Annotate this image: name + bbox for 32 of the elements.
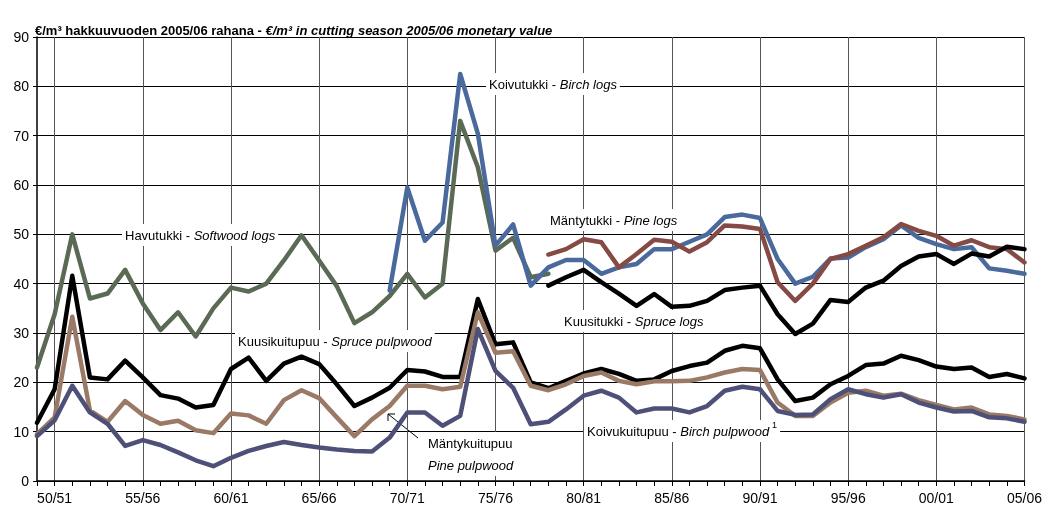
x-tick-label: 50/51 (37, 490, 73, 506)
x-tick-label: 60/61 (213, 490, 249, 506)
line-series (387, 71, 1027, 293)
y-tick-label: 50 (13, 226, 30, 243)
chart-title: €/m³ hakkuuvuoden 2005/06 rahana - €/m³ in cutting season 2005/06 monetary value (35, 22, 553, 38)
text: Mäntykuitupuu Pine pulpwood (428, 435, 515, 473)
x-tick-label: 00/01 (918, 490, 955, 506)
x-tick-label: 05/06 (1006, 490, 1043, 506)
x-tick-label: 75/76 (477, 490, 514, 506)
y-tick-label: 0 (21, 473, 30, 489)
x-tick-label: 80/81 (566, 490, 602, 506)
y-tick-label: 30 (13, 325, 30, 341)
y-tick-label: 40 (13, 275, 30, 292)
series-label: Koivukuitupuu - Birch pulpwood1 (587, 419, 778, 439)
x-tick-label: 70/71 (389, 490, 426, 506)
y-tick-label: 60 (13, 177, 30, 193)
x-tick-label: 55/56 (125, 490, 161, 506)
x-tick-label: 90/91 (742, 490, 778, 506)
y-tick-label: 70 (13, 127, 30, 144)
series-label: Havutukki - Softwood logs (125, 227, 276, 243)
x-tick-label: 85/86 (654, 490, 690, 506)
series-label: Kuusitukki - Spruce logs (564, 313, 704, 329)
x-tick-label: 65/66 (301, 490, 337, 506)
y-tick-label: 90 (13, 29, 30, 45)
y-tick-label: 80 (13, 78, 30, 95)
series-label: Mäntytukki - Pine logs (550, 212, 678, 228)
series-label: Koivutukki - Birch logs (489, 76, 618, 92)
series-label: Kuusikuitupuu - Spruce pulpwood (238, 333, 433, 349)
x-tick-label: 95/96 (830, 490, 866, 506)
y-tick-label: 10 (13, 423, 30, 440)
y-tick-label: 20 (13, 374, 30, 391)
line-series (34, 118, 551, 370)
